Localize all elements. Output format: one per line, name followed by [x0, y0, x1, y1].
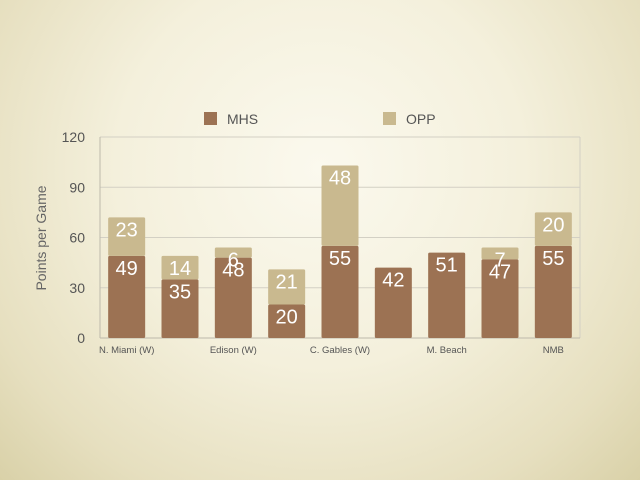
x-tick-label: N. Miami (W): [99, 345, 154, 356]
bar-opp: [321, 165, 359, 246]
y-tick-label: 60: [69, 230, 85, 246]
data-label-opp: 14: [169, 258, 191, 280]
bar-opp: [268, 269, 306, 305]
y-tick-label: 120: [62, 129, 86, 145]
bar-opp: [534, 212, 572, 246]
bar-mhs: [534, 245, 572, 338]
bar-mhs: [481, 259, 519, 338]
bar-mhs: [214, 257, 252, 338]
bar-opp: [108, 217, 146, 256]
y-axis-label: Points per Game: [33, 185, 49, 290]
data-label-mhs: 35: [169, 281, 191, 303]
data-label-mhs: 55: [329, 248, 351, 270]
data-label-mhs: 42: [382, 270, 404, 292]
bar-mhs: [428, 252, 466, 338]
legend: MHS OPP: [204, 111, 436, 127]
bar-opp: [214, 247, 252, 258]
data-label-opp: 20: [542, 214, 564, 236]
bar-mhs: [268, 304, 306, 338]
data-label-mhs: 20: [276, 307, 298, 329]
data-label-mhs: 49: [116, 258, 138, 280]
x-tick-label: C. Gables (W): [310, 345, 370, 356]
data-label-opp: 6: [228, 250, 239, 272]
data-label-mhs: 51: [436, 255, 458, 277]
legend-swatch-opp: [383, 112, 396, 125]
data-label-opp: 48: [329, 167, 351, 189]
bar-mhs: [321, 245, 359, 338]
x-tick-label: M. Beach: [427, 345, 467, 356]
y-tick-label: 0: [77, 330, 85, 346]
x-axis-ticks: N. Miami (W) Edison (W) C. Gables (W) M. Be…: [99, 345, 564, 356]
x-tick-label: Edison (W): [210, 345, 257, 356]
legend-swatch-mhs: [204, 112, 217, 125]
y-tick-label: 30: [69, 280, 85, 296]
bar-mhs: [161, 279, 199, 338]
data-label-opp: 21: [276, 271, 298, 293]
y-axis-ticks: 0 30 60 90 120: [62, 129, 86, 346]
bar-mhs: [374, 267, 412, 338]
data-label-mhs: 47: [489, 261, 511, 283]
legend-label-opp: OPP: [406, 111, 436, 127]
bar-opp: [161, 255, 199, 280]
data-label-mhs: 48: [222, 260, 244, 282]
y-tick-label: 90: [69, 179, 85, 195]
x-tick-label: NMB: [543, 345, 564, 356]
data-label-mhs: 55: [542, 248, 564, 270]
data-label-opp: 23: [116, 219, 138, 241]
data-label-opp: 7: [494, 250, 505, 272]
legend-label-mhs: MHS: [227, 111, 258, 127]
bar-mhs: [108, 255, 146, 338]
bar-opp: [481, 247, 519, 260]
